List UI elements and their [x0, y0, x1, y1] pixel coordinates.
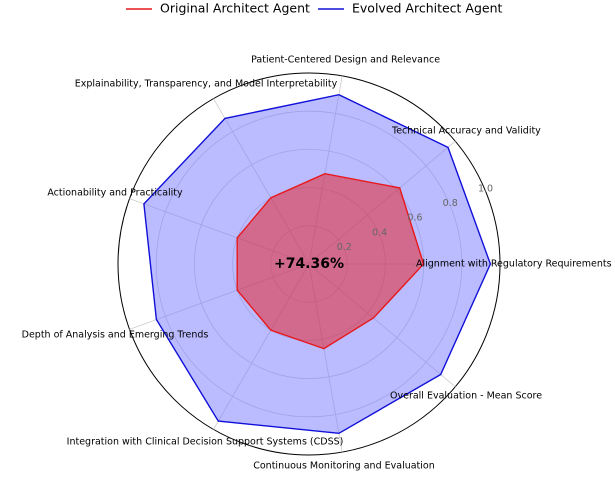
legend: Original Architect Agent Evolved Architec…	[126, 1, 503, 16]
axis-label: Alignment with Regulatory Requirements	[416, 259, 612, 270]
center-annotation: +74.36%	[274, 256, 344, 272]
radar-series	[143, 93, 492, 435]
legend-label: Evolved Architect Agent	[352, 1, 503, 16]
axis-label: Explainability, Transparency, and Model …	[75, 79, 338, 90]
axis-label: Patient-Centered Design and Relevance	[251, 55, 440, 66]
axis-label: Integration with Clinical Decision Suppo…	[67, 437, 344, 448]
axis-label: Continuous Monitoring and Evaluation	[253, 461, 435, 472]
tick-label: 0.2	[337, 242, 352, 253]
axis-label: Technical Accuracy and Validity	[391, 126, 541, 137]
series-area	[236, 172, 425, 350]
tick-label: 1.0	[478, 183, 493, 194]
tick-label: 0.4	[372, 227, 387, 238]
axis-label: Depth of Analysis and Emerging Trends	[22, 330, 209, 341]
tick-label: 0.6	[407, 213, 422, 224]
radar-axis-labels: Alignment with Regulatory Requirements Te…	[22, 55, 612, 472]
tick-label: 0.8	[443, 198, 458, 209]
axis-label: Actionability and Practicality	[47, 188, 183, 199]
radar-tick-labels: 0.2 0.4 0.6 0.8 1.0	[337, 183, 493, 253]
axis-label: Overall Evaluation - Mean Score	[390, 391, 542, 402]
legend-label: Original Architect Agent	[160, 1, 310, 16]
